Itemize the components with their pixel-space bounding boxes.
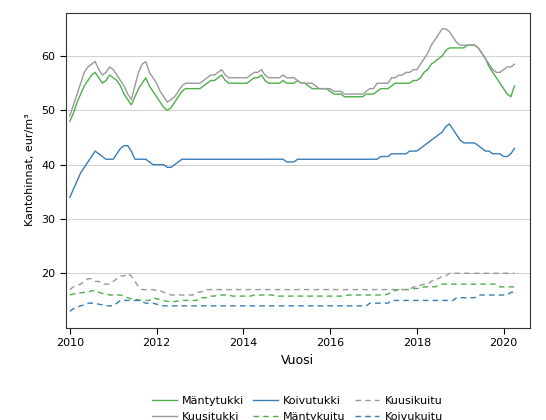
Mäntytukki bbox=[67, 119, 73, 124]
Koivukuitu bbox=[70, 306, 77, 311]
Kuusitukki bbox=[262, 73, 268, 78]
Mäntytukki bbox=[197, 86, 203, 91]
Mäntykuitu bbox=[150, 295, 156, 300]
Kuusikuitu bbox=[67, 287, 73, 292]
Kuusikuitu bbox=[204, 287, 211, 292]
Kuusikuitu bbox=[96, 279, 102, 284]
Mäntytukki bbox=[70, 110, 77, 116]
Mäntytukki bbox=[96, 75, 102, 80]
Koivukuitu bbox=[67, 309, 73, 314]
Koivutukki bbox=[96, 151, 102, 156]
Koivutukki bbox=[511, 146, 518, 151]
X-axis label: Vuosi: Vuosi bbox=[281, 354, 314, 367]
Kuusikuitu bbox=[168, 292, 174, 297]
Koivutukki bbox=[67, 195, 73, 200]
Kuusikuitu bbox=[511, 271, 518, 276]
Mäntykuitu bbox=[439, 282, 446, 287]
Kuusitukki bbox=[150, 75, 156, 80]
Line: Koivutukki: Koivutukki bbox=[70, 124, 514, 197]
Y-axis label: Kantohinnat, eur/m³: Kantohinnat, eur/m³ bbox=[26, 114, 35, 226]
Kuusikuitu bbox=[330, 287, 337, 292]
Mäntykuitu bbox=[96, 290, 102, 295]
Mäntykuitu bbox=[327, 294, 334, 299]
Mäntykuitu bbox=[164, 299, 171, 304]
Mäntytukki bbox=[464, 43, 471, 48]
Koivukuitu bbox=[508, 290, 514, 295]
Koivutukki bbox=[323, 157, 330, 162]
Line: Kuusikuitu: Kuusikuitu bbox=[70, 273, 514, 295]
Mäntykuitu bbox=[200, 295, 207, 300]
Kuusitukki bbox=[439, 26, 446, 32]
Koivukuitu bbox=[262, 303, 268, 308]
Mäntytukki bbox=[323, 86, 330, 91]
Koivukuitu bbox=[197, 303, 203, 308]
Line: Kuusitukki: Kuusitukki bbox=[70, 29, 514, 116]
Kuusikuitu bbox=[269, 287, 276, 292]
Line: Mäntytukki: Mäntytukki bbox=[70, 45, 514, 121]
Kuusikuitu bbox=[70, 284, 77, 289]
Koivutukki bbox=[262, 157, 268, 162]
Line: Koivukuitu: Koivukuitu bbox=[70, 292, 514, 311]
Mäntytukki bbox=[511, 84, 518, 89]
Mäntykuitu bbox=[67, 292, 73, 297]
Kuusitukki bbox=[67, 113, 73, 118]
Mäntytukki bbox=[262, 78, 268, 83]
Kuusitukki bbox=[96, 67, 102, 72]
Koivutukki bbox=[446, 121, 453, 126]
Kuusitukki bbox=[323, 86, 330, 91]
Koivutukki bbox=[197, 157, 203, 162]
Koivukuitu bbox=[323, 303, 330, 308]
Mäntykuitu bbox=[265, 292, 272, 297]
Koivutukki bbox=[150, 162, 156, 167]
Koivukuitu bbox=[511, 290, 518, 295]
Legend: Mäntytukki, Kuusitukki, Koivutukki, Mäntykuitu, Kuusikuitu, Koivukuitu: Mäntytukki, Kuusitukki, Koivutukki, Mänt… bbox=[152, 396, 443, 420]
Line: Mäntykuitu: Mäntykuitu bbox=[70, 284, 514, 302]
Mäntykuitu bbox=[511, 284, 518, 289]
Mäntytukki bbox=[150, 89, 156, 94]
Kuusikuitu bbox=[153, 288, 160, 293]
Koivutukki bbox=[70, 186, 77, 192]
Kuusitukki bbox=[511, 62, 518, 67]
Mäntykuitu bbox=[70, 291, 77, 297]
Koivukuitu bbox=[150, 301, 156, 306]
Kuusitukki bbox=[197, 81, 203, 86]
Koivukuitu bbox=[96, 302, 102, 307]
Kuusitukki bbox=[70, 102, 77, 108]
Kuusikuitu bbox=[124, 271, 131, 276]
